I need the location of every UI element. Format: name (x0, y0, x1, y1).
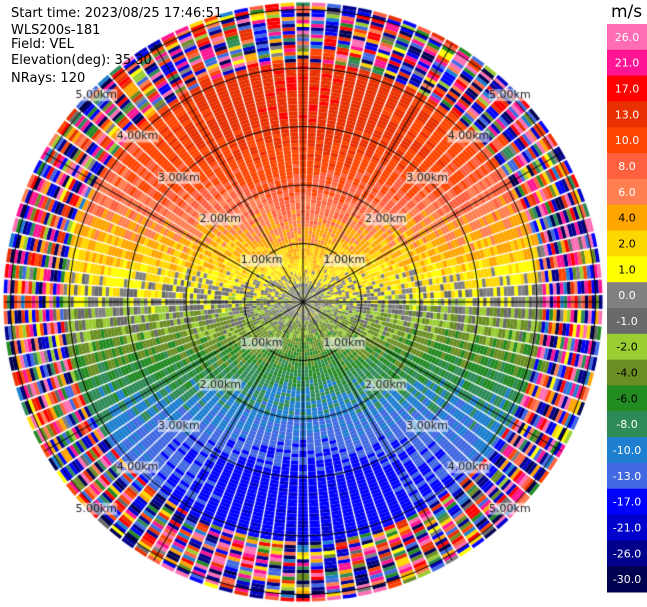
colorbar-bin (607, 411, 647, 438)
colorbar-bin (607, 49, 647, 77)
colorbar-tick-label: 8.0 (618, 160, 636, 173)
colorbar-tick-label: -13.0 (613, 470, 641, 483)
colorbar-tick-label: 1.0 (618, 263, 636, 276)
colorbar-bin (607, 153, 647, 180)
colorbar-tick-label: 17.0 (615, 83, 640, 96)
field-label: Field: VEL (11, 37, 74, 52)
colorbar-tick-label: 10.0 (615, 134, 640, 147)
colorbar-bin (607, 566, 647, 593)
colorbar-bin (607, 230, 647, 257)
colorbar-tick-label: -4.0 (616, 367, 637, 380)
colorbar-bin (607, 333, 647, 361)
colorbar-bin (607, 24, 647, 51)
colorbar-tick-label: 6.0 (618, 186, 636, 199)
colorbar-title: m/s (611, 2, 643, 22)
colorbar-tick-label: -17.0 (613, 496, 641, 509)
colorbar-bin (607, 437, 647, 464)
colorbar-tick-label: -6.0 (616, 392, 637, 405)
colorbar-bin (607, 101, 647, 128)
colorbar-bin (607, 204, 647, 232)
colorbar-bin (607, 282, 647, 309)
colorbar-tick-label: 26.0 (615, 31, 640, 44)
colorbar-tick-label: -2.0 (616, 341, 637, 354)
velocity-colorbar: 26.0 21.0 17.0 13.0 10.0 8.0 6.0 4.0 2.0 1.0 0.0 -1… (607, 24, 647, 593)
colorbar-tick-label: -8.0 (616, 418, 637, 431)
elevation-label: Elevation(deg): 35.30 (11, 53, 152, 68)
colorbar-tick-label: 21.0 (615, 57, 640, 70)
colorbar-tick-label: 0.0 (618, 289, 636, 302)
instrument-label: WLS200s-181 (11, 23, 101, 38)
colorbar-bin (607, 385, 647, 412)
colorbar-bin (607, 127, 647, 154)
colorbar-bin (607, 75, 647, 102)
colorbar-bin (607, 256, 647, 283)
colorbar-bin (607, 178, 647, 206)
colorbar-tick-label: 13.0 (615, 108, 640, 121)
colorbar-tick-label: -10.0 (613, 444, 641, 457)
colorbar-bin (607, 359, 647, 386)
colorbar-tick-label: 2.0 (618, 237, 636, 250)
nrays-label: NRays: 120 (11, 71, 86, 86)
start-time-label: Start time: 2023/08/25 17:46:51 (11, 6, 223, 21)
colorbar-tick-label: 4.0 (618, 212, 636, 225)
colorbar-bin (607, 540, 647, 567)
colorbar-bin (607, 514, 647, 541)
colorbar-tick-label: -30.0 (613, 573, 641, 586)
colorbar-bin (607, 308, 647, 335)
colorbar-bin (607, 462, 647, 490)
colorbar-tick-label: -26.0 (613, 547, 641, 560)
colorbar-tick-label: -1.0 (616, 315, 637, 328)
colorbar-tick-label: -21.0 (613, 521, 641, 534)
colorbar-bin (607, 488, 647, 516)
